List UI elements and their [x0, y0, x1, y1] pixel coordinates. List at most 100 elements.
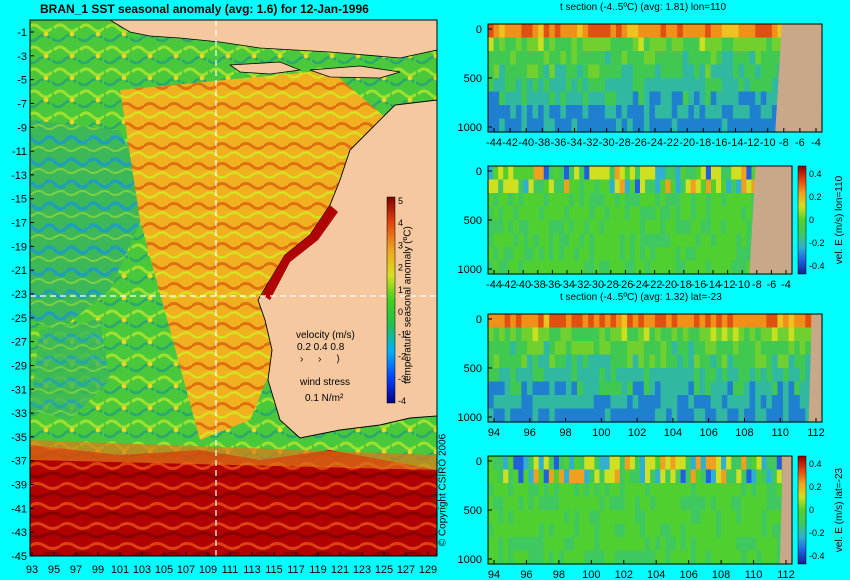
velocity-colorbar-tick: -0.4: [809, 261, 825, 271]
depth-tick-label: 0: [476, 24, 482, 36]
colorbar-tick-label: 4: [398, 218, 403, 228]
x-tick-label: -44: [486, 137, 502, 149]
x-tick-label: 108: [712, 569, 730, 580]
main-map: -1-3-5-7-9-11-13-15-17-19-21-23-25-27-29…: [11, 19, 438, 576]
depth-tick-label: 500: [464, 73, 482, 85]
lat-tick-label: -37: [11, 456, 27, 468]
velocity-colorbar: [797, 455, 807, 565]
lon-tick-label: 105: [155, 564, 173, 576]
colorbar-tick-label: -3: [398, 374, 406, 384]
depth-tick-label: 1000: [458, 122, 482, 134]
velocity-colorbar-tick: 0.4: [809, 459, 822, 469]
panel-3-title: t section (-4..5ºC) (avg: 1.32) lat=-23: [560, 292, 722, 303]
depth-tick-label: 0: [476, 314, 482, 326]
x-tick-label: -8: [752, 279, 762, 291]
section-field: [488, 314, 823, 423]
wind-stress-label: wind stress: [300, 377, 351, 388]
lon-tick-label: 111: [222, 564, 239, 576]
land-mask: [775, 24, 822, 132]
x-tick-label: -20: [661, 279, 677, 291]
lat-tick-label: -25: [11, 313, 27, 325]
x-tick-label: 112: [777, 569, 795, 580]
x-tick-label: 96: [524, 427, 536, 439]
depth-tick-label: 1000: [458, 412, 482, 424]
x-tick-label: -26: [617, 279, 633, 291]
x-tick-label: 96: [520, 569, 532, 580]
land-mask: [749, 166, 792, 274]
x-tick-label: -14: [728, 137, 744, 149]
lat-tick-label: -45: [11, 551, 27, 563]
x-tick-label: -28: [603, 279, 619, 291]
lat-tick-label: -7: [17, 98, 27, 110]
depth-tick-label: 1000: [458, 554, 482, 566]
lat-tick-label: -39: [11, 480, 27, 492]
x-tick-label: -10: [734, 279, 750, 291]
lat-tick-label: -15: [11, 194, 27, 206]
colorbar-tick-label: -4: [398, 396, 406, 406]
lat-tick-label: -33: [11, 408, 27, 420]
x-tick-label: -32: [574, 279, 590, 291]
velocity-scale: 0.2 0.4 0.8: [297, 342, 345, 353]
x-tick-label: -36: [544, 279, 560, 291]
x-tick-label: 98: [559, 427, 571, 439]
colorbar-tick-label: -2: [398, 352, 406, 362]
velocity-colorbar-label: vel. E (m/s) lon=110: [834, 175, 845, 264]
lat-tick-label: -9: [17, 122, 27, 134]
lat-tick-label: -43: [11, 527, 27, 539]
colorbar-tick-label: -1: [398, 329, 406, 339]
x-tick-label: -20: [679, 137, 695, 149]
main-colorbar-label: temperature seasonal anomaly (ºC): [402, 226, 414, 384]
lon-tick-label: 121: [331, 564, 349, 576]
depth-tick-label: 1000: [458, 264, 482, 276]
colorbar-tick-label: 1: [398, 285, 403, 295]
x-tick-label: -38: [534, 137, 550, 149]
x-tick-label: 104: [664, 427, 682, 439]
x-tick-label: -10: [760, 137, 776, 149]
x-tick-label: -36: [550, 137, 566, 149]
x-tick-label: -12: [744, 137, 760, 149]
main-map-title: BRAN_1 SST seasonal anomaly (avg: 1.6) f…: [40, 2, 369, 16]
colorbar-tick-label: 2: [398, 263, 403, 273]
colorbar-tick-label: 0: [398, 307, 403, 317]
lon-tick-label: 103: [133, 564, 151, 576]
x-tick-label: 102: [615, 569, 633, 580]
x-tick-label: -32: [583, 137, 599, 149]
lon-tick-label: 127: [397, 564, 415, 576]
land-mask: [779, 456, 792, 564]
land-mask: [808, 314, 822, 422]
colorbar-tick-label: 3: [398, 240, 403, 250]
section-field: [488, 24, 823, 133]
x-tick-label: 98: [553, 569, 565, 580]
x-tick-label: -28: [615, 137, 631, 149]
x-tick-label: -14: [705, 279, 721, 291]
lon-tick-label: 117: [287, 564, 305, 576]
velocity-arrows-icon: › › ⟩: [300, 354, 347, 365]
x-tick-label: -40: [515, 279, 531, 291]
x-tick-label: -24: [632, 279, 648, 291]
x-tick-label: -18: [676, 279, 692, 291]
x-tick-label: -6: [767, 279, 777, 291]
lat-tick-label: -3: [17, 51, 27, 63]
lat-tick-label: -11: [12, 146, 27, 158]
x-tick-label: 106: [699, 427, 717, 439]
x-tick-label: 94: [488, 427, 500, 439]
x-tick-label: -40: [518, 137, 534, 149]
lat-tick-label: -23: [11, 289, 27, 301]
lat-tick-label: -5: [17, 75, 27, 87]
x-tick-label: -22: [647, 279, 663, 291]
main-colorbar: 5 4 3 2 1 0 -1 -2 -3 -4: [386, 196, 406, 406]
x-tick-label: -34: [559, 279, 575, 291]
x-tick-label: -26: [631, 137, 647, 149]
lat-tick-label: -1: [17, 27, 27, 39]
x-tick-label: -12: [720, 279, 736, 291]
x-tick-label: 106: [679, 569, 697, 580]
lon-tick-label: 109: [199, 564, 217, 576]
depth-tick-label: 0: [476, 166, 482, 178]
lon-tick-label: 129: [419, 564, 437, 576]
lat-tick-label: -41: [11, 503, 27, 515]
x-tick-label: -4: [781, 279, 791, 291]
velocity-colorbar-tick: -0.4: [809, 551, 825, 561]
colorbar-tick-label: 5: [398, 196, 403, 206]
lat-tick-label: -35: [11, 432, 27, 444]
lat-tick-label: -13: [11, 170, 27, 182]
